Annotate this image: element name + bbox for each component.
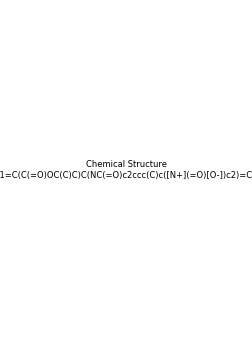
Text: Chemical Structure
CCCC1=C(C(=O)OC(C)C)C(NC(=O)c2ccc(C)c([N+](=O)[O-])c2)=C(C)S1: Chemical Structure CCCC1=C(C(=O)OC(C)C)C… — [0, 160, 252, 180]
